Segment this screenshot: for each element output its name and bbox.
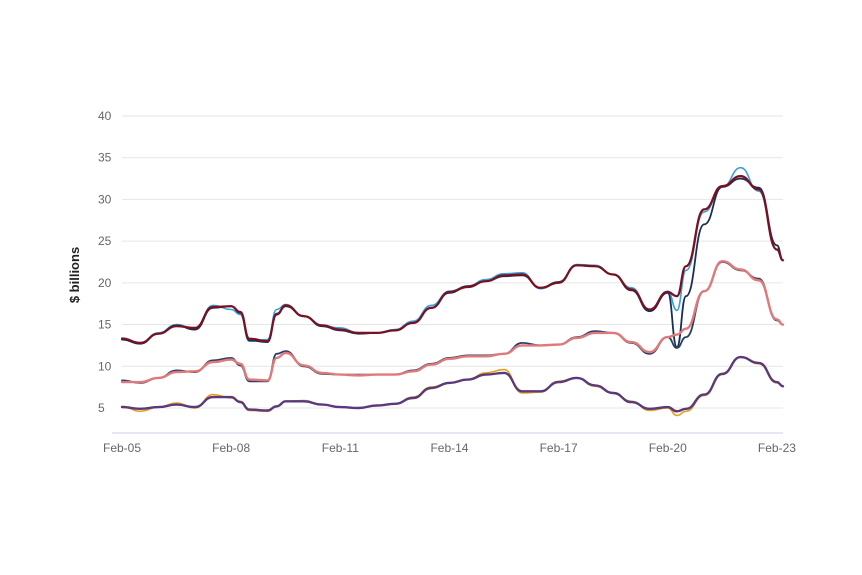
series-line-3 [120,175,785,344]
x-tick-label: Feb-05 [103,441,141,455]
series-line-7 [120,355,785,413]
x-axis: Feb-05 Feb-08 Feb-11 Feb-14 Feb-17 Feb-20 Feb-… [103,432,796,455]
y-axis-title: $ billions [67,247,82,303]
y-tick-label: 40 [98,109,112,123]
series-line-4 [121,261,784,384]
x-tick-label: Feb-20 [649,441,687,455]
y-tick-label: 35 [98,151,112,165]
series-line-1 [121,166,784,344]
x-tick-label: Feb-23 [758,441,796,455]
x-tick-label: Feb-11 [322,441,359,455]
y-tick-label: 10 [98,359,112,373]
series-lines [120,166,785,417]
y-tick-label: 30 [98,192,112,206]
y-tick-label: 20 [98,276,112,290]
y-tick-label: 15 [98,318,112,332]
x-tick-label: Feb-17 [540,441,578,455]
y-tick-label: 5 [98,401,105,415]
y-axis: 5 10 15 20 25 30 35 40 [98,109,112,415]
series-line-2 [121,177,784,348]
y-tick-label: 25 [98,234,112,248]
x-tick-label: Feb-14 [430,441,468,455]
gridlines [122,115,783,409]
series-line-5 [120,260,785,384]
x-tick-label: Feb-08 [212,441,250,455]
